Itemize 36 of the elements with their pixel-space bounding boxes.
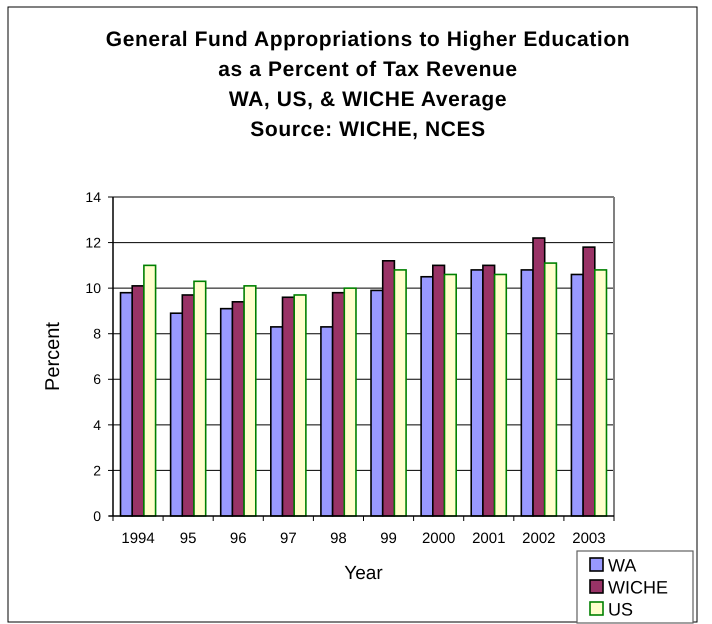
x-tick-label: 2003 <box>572 530 606 547</box>
bar <box>444 274 457 517</box>
y-tick-label: 12 <box>85 234 102 250</box>
x-tick-label: 2000 <box>422 530 456 547</box>
x-tick-label: 99 <box>380 530 397 547</box>
x-tick-label: 96 <box>230 530 247 547</box>
y-tick-label: 14 <box>85 188 102 205</box>
x-tick-label: 98 <box>330 530 347 547</box>
source-note: Source: WICHE, NCES <box>250 118 486 141</box>
bar <box>193 280 206 517</box>
bar <box>594 269 608 517</box>
chart-subtitle: WA, US, & WICHE Average <box>228 88 508 111</box>
y-axis-title: Percent <box>42 322 64 391</box>
legend-label: WA <box>608 555 636 576</box>
bar <box>494 274 508 517</box>
bar <box>343 287 357 517</box>
y-tick-label: 4 <box>93 416 102 433</box>
y-tick-label: 6 <box>93 371 102 388</box>
y-tick-label: 8 <box>93 326 102 342</box>
y-tick-label: 10 <box>85 280 102 296</box>
bar <box>143 264 156 517</box>
bar <box>293 294 307 517</box>
x-tick-label: 2001 <box>472 530 506 547</box>
x-axis-title: Year <box>344 563 384 584</box>
x-tick-label: 2002 <box>522 530 556 547</box>
bar <box>243 285 257 517</box>
bar <box>394 269 407 517</box>
x-tick-label: 95 <box>180 530 196 547</box>
y-tick-label: 0 <box>93 508 102 524</box>
legend-label: US <box>608 599 634 620</box>
chart-title: General Fund Appropriations to Higher Education as a Percent of Tax Revenue <box>106 28 630 81</box>
y-tick-label: 2 <box>93 462 102 478</box>
legend-label: WICHE <box>608 577 668 598</box>
bar <box>544 262 558 517</box>
x-tick-label: 1994 <box>121 530 155 547</box>
x-tick-label: 97 <box>280 530 297 547</box>
